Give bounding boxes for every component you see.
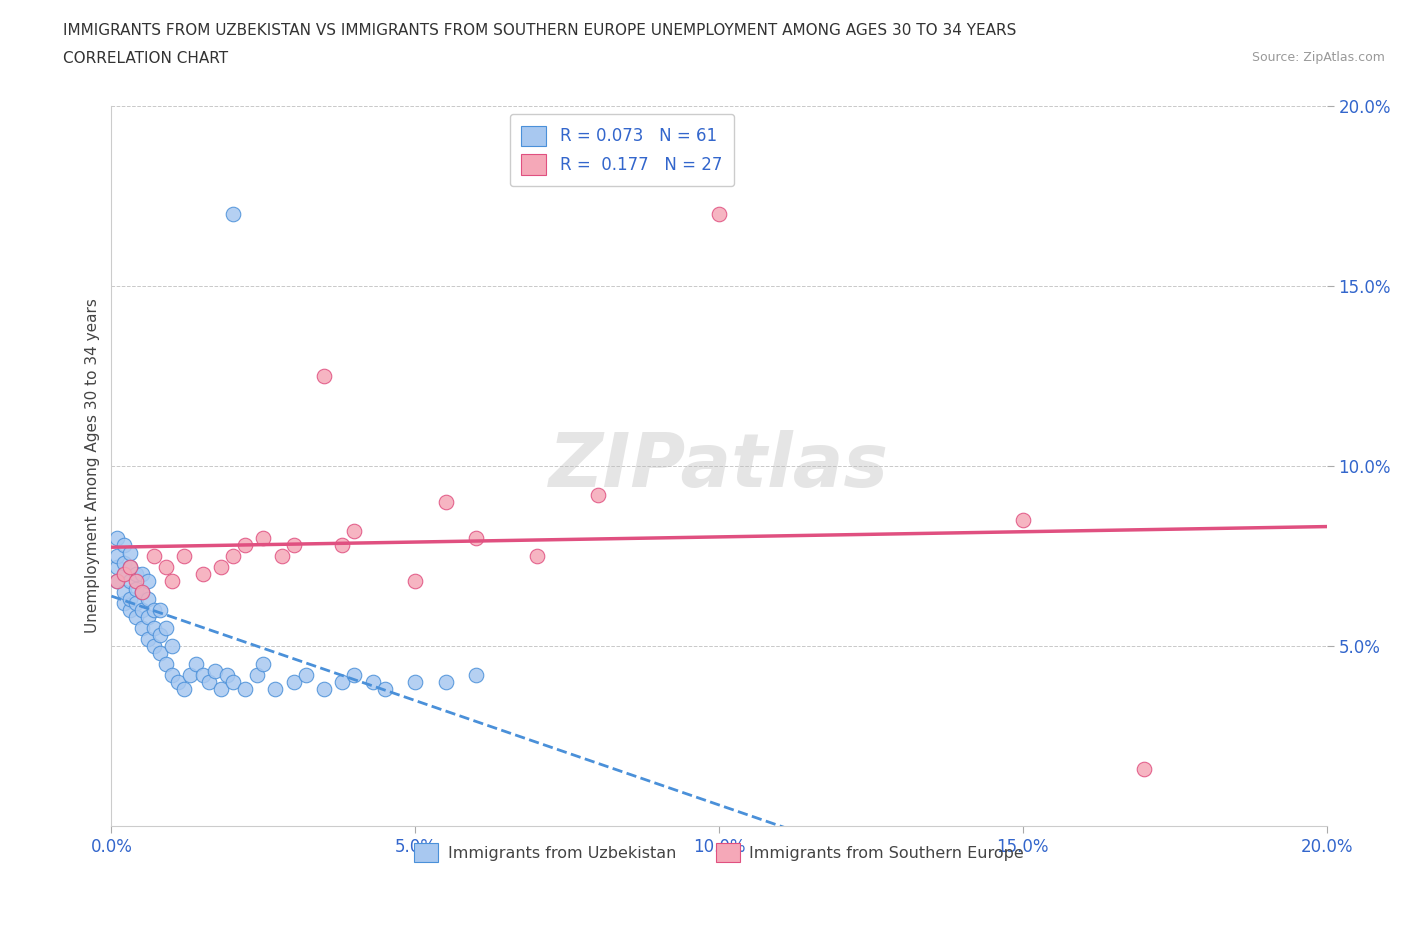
Point: [186, 657, 208, 671]
Point: [107, 531, 129, 546]
Point: [330, 675, 353, 690]
Point: [125, 595, 148, 610]
Point: [167, 675, 190, 690]
Point: [131, 603, 153, 618]
Point: [343, 524, 366, 538]
Point: [204, 664, 226, 679]
Point: [118, 560, 141, 575]
Point: [361, 675, 384, 690]
Point: [160, 574, 183, 589]
Point: [209, 682, 232, 697]
Point: [112, 566, 135, 581]
Point: [330, 538, 353, 552]
Point: [136, 631, 159, 646]
Point: [136, 591, 159, 606]
Point: [283, 538, 305, 552]
Point: [1133, 762, 1156, 777]
Point: [125, 610, 148, 625]
Point: [404, 574, 426, 589]
Point: [125, 574, 148, 589]
Point: [136, 574, 159, 589]
Text: IMMIGRANTS FROM UZBEKISTAN VS IMMIGRANTS FROM SOUTHERN EUROPE UNEMPLOYMENT AMONG: IMMIGRANTS FROM UZBEKISTAN VS IMMIGRANTS…: [63, 23, 1017, 38]
Point: [465, 668, 488, 683]
Point: [191, 668, 214, 683]
Point: [118, 603, 141, 618]
Point: [586, 487, 609, 502]
Text: Source: ZipAtlas.com: Source: ZipAtlas.com: [1251, 51, 1385, 64]
Point: [209, 560, 232, 575]
Point: [142, 639, 165, 654]
Text: ZIPatlas: ZIPatlas: [550, 430, 889, 502]
Point: [434, 495, 457, 510]
Point: [112, 595, 135, 610]
Point: [197, 675, 219, 690]
Point: [112, 538, 135, 552]
Text: CORRELATION CHART: CORRELATION CHART: [63, 51, 228, 66]
Point: [107, 549, 129, 564]
Point: [173, 682, 195, 697]
Point: [434, 675, 457, 690]
Point: [270, 549, 292, 564]
Point: [149, 646, 172, 661]
Point: [155, 657, 177, 671]
Point: [112, 556, 135, 571]
Point: [107, 574, 129, 589]
Point: [404, 675, 426, 690]
Point: [465, 531, 488, 546]
Point: [155, 620, 177, 635]
Point: [155, 560, 177, 575]
Point: [222, 549, 245, 564]
Point: [222, 206, 245, 221]
Point: [118, 574, 141, 589]
Point: [107, 560, 129, 575]
Legend: Immigrants from Uzbekistan, Immigrants from Southern Europe: Immigrants from Uzbekistan, Immigrants f…: [408, 837, 1031, 869]
Point: [118, 591, 141, 606]
Point: [112, 566, 135, 581]
Point: [215, 668, 238, 683]
Point: [314, 368, 336, 383]
Point: [264, 682, 287, 697]
Point: [112, 585, 135, 600]
Point: [118, 545, 141, 560]
Point: [374, 682, 396, 697]
Point: [131, 585, 153, 600]
Point: [131, 585, 153, 600]
Point: [131, 566, 153, 581]
Point: [125, 581, 148, 596]
Point: [252, 531, 274, 546]
Point: [149, 628, 172, 643]
Point: [1012, 512, 1035, 527]
Point: [160, 668, 183, 683]
Point: [160, 639, 183, 654]
Point: [246, 668, 269, 683]
Point: [295, 668, 318, 683]
Point: [526, 549, 548, 564]
Point: [283, 675, 305, 690]
Point: [136, 610, 159, 625]
Point: [118, 560, 141, 575]
Point: [252, 657, 274, 671]
Y-axis label: Unemployment Among Ages 30 to 34 years: Unemployment Among Ages 30 to 34 years: [86, 299, 100, 633]
Point: [343, 668, 366, 683]
Point: [179, 668, 201, 683]
Point: [107, 574, 129, 589]
Point: [191, 566, 214, 581]
Point: [173, 549, 195, 564]
Point: [233, 682, 256, 697]
Point: [707, 206, 730, 221]
Point: [142, 620, 165, 635]
Point: [125, 566, 148, 581]
Point: [314, 682, 336, 697]
Point: [233, 538, 256, 552]
Point: [149, 603, 172, 618]
Point: [222, 675, 245, 690]
Point: [142, 603, 165, 618]
Point: [131, 620, 153, 635]
Point: [142, 549, 165, 564]
